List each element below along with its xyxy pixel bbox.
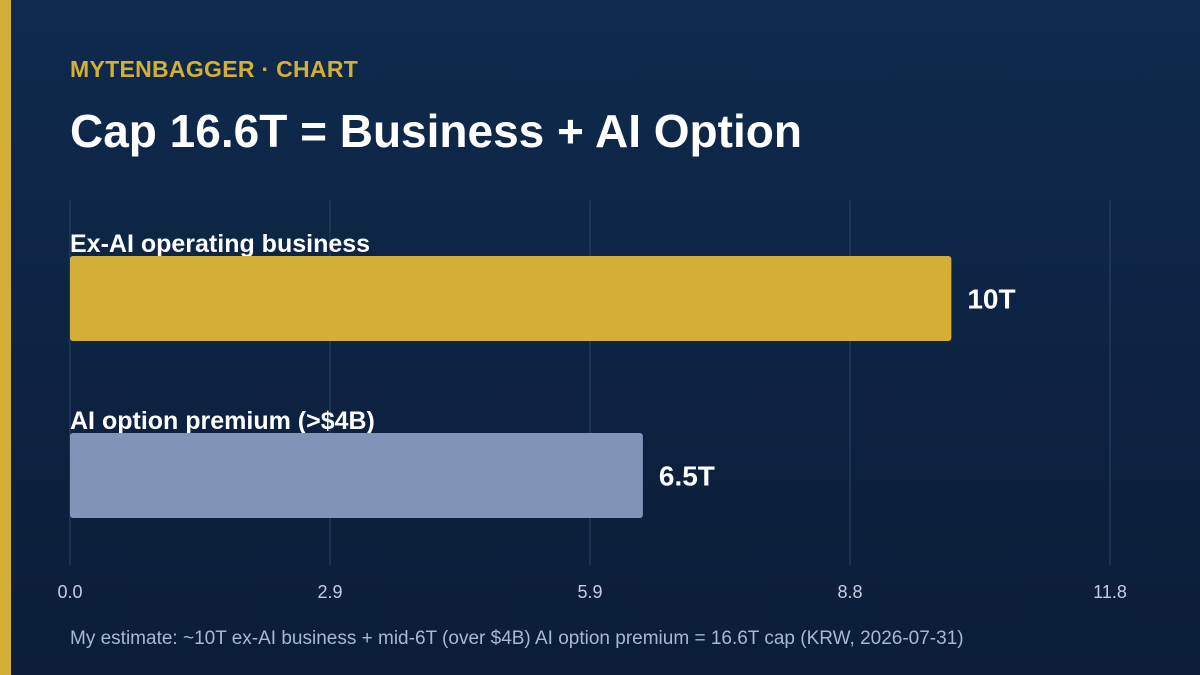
x-tick-label: 8.8	[837, 582, 862, 602]
bar	[70, 256, 952, 341]
value-label: 6.5T	[659, 461, 715, 492]
chart-title: Cap 16.6T = Business + AI Option	[70, 105, 802, 157]
footnote: My estimate: ~10T ex-AI business + mid-6…	[70, 628, 964, 649]
category-label: AI option premium (>$4B)	[70, 407, 375, 435]
x-tick-label: 2.9	[317, 582, 342, 602]
category-label: Ex-AI operating business	[70, 230, 370, 258]
accent-bar	[0, 0, 11, 675]
value-label: 10T	[967, 284, 1015, 315]
x-tick-label: 0.0	[57, 582, 82, 602]
brand-label: MYTENBAGGER · CHART	[70, 56, 359, 82]
x-tick-label: 11.8	[1093, 582, 1127, 602]
bar	[70, 433, 643, 518]
x-tick-label: 5.9	[577, 582, 602, 602]
